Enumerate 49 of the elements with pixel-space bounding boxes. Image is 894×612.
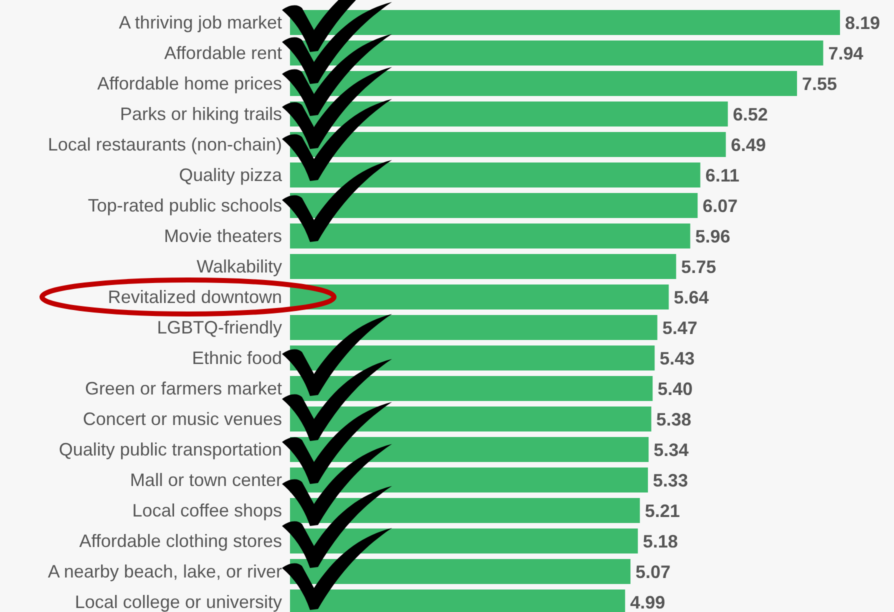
data-label: 5.18 xyxy=(642,531,678,552)
y-tick-label: Local restaurants (non-chain) xyxy=(48,134,282,155)
y-tick-label: Revitalized downtown xyxy=(108,287,282,308)
y-tick-label: Affordable rent xyxy=(164,43,282,64)
data-label: 7.55 xyxy=(802,74,838,94)
data-label: 5.43 xyxy=(660,348,695,368)
y-tick-label: Mall or town center xyxy=(130,470,282,490)
y-tick-label: Affordable clothing stores xyxy=(79,531,282,552)
data-label: 5.96 xyxy=(695,226,730,246)
y-tick-label: Parks or hiking trails xyxy=(120,104,282,124)
data-label: 5.40 xyxy=(658,378,693,399)
bar xyxy=(290,315,658,340)
bar xyxy=(290,254,676,279)
y-tick-label: A thriving job market xyxy=(118,12,282,33)
data-label: 5.47 xyxy=(662,318,698,338)
bar xyxy=(290,224,690,248)
y-tick-label: Affordable home prices xyxy=(97,74,282,94)
bar xyxy=(290,193,698,218)
data-label: 5.75 xyxy=(681,256,716,277)
bar xyxy=(290,40,824,66)
y-tick-label: Ethnic food xyxy=(192,348,282,368)
y-tick-label: Walkability xyxy=(196,256,282,277)
y-tick-label: Top-rated public schools xyxy=(88,196,282,216)
y-tick-label: Local coffee shops xyxy=(132,500,282,521)
data-label: 5.33 xyxy=(652,470,688,490)
y-tick-label: LGBTQ-friendly xyxy=(156,318,282,338)
bar xyxy=(290,346,655,370)
bar xyxy=(290,132,726,157)
y-tick-label: Green or farmers market xyxy=(84,378,282,399)
y-tick-label: Local college or university xyxy=(74,592,282,612)
y-tick-label: Movie theaters xyxy=(164,226,282,246)
data-label: 6.49 xyxy=(730,134,766,155)
data-label: 7.94 xyxy=(828,43,864,64)
data-label: 5.38 xyxy=(656,409,692,430)
bar xyxy=(290,376,653,401)
y-tick-label: Concert or music venues xyxy=(82,409,282,430)
data-label: 4.99 xyxy=(630,592,666,612)
data-label: 6.11 xyxy=(705,165,740,186)
y-tick-label: Quality pizza xyxy=(178,165,283,186)
data-label: 5.34 xyxy=(654,440,689,460)
data-label: 6.07 xyxy=(702,196,738,216)
y-tick-label: A nearby beach, lake, or river xyxy=(48,562,282,582)
bar xyxy=(290,162,700,188)
data-label: 6.52 xyxy=(732,104,768,124)
data-label: 5.64 xyxy=(674,287,709,308)
y-tick-label: Quality public transportation xyxy=(58,440,282,460)
data-label: 8.19 xyxy=(845,12,880,33)
data-label: 5.21 xyxy=(644,500,680,521)
data-label: 5.07 xyxy=(635,562,671,582)
